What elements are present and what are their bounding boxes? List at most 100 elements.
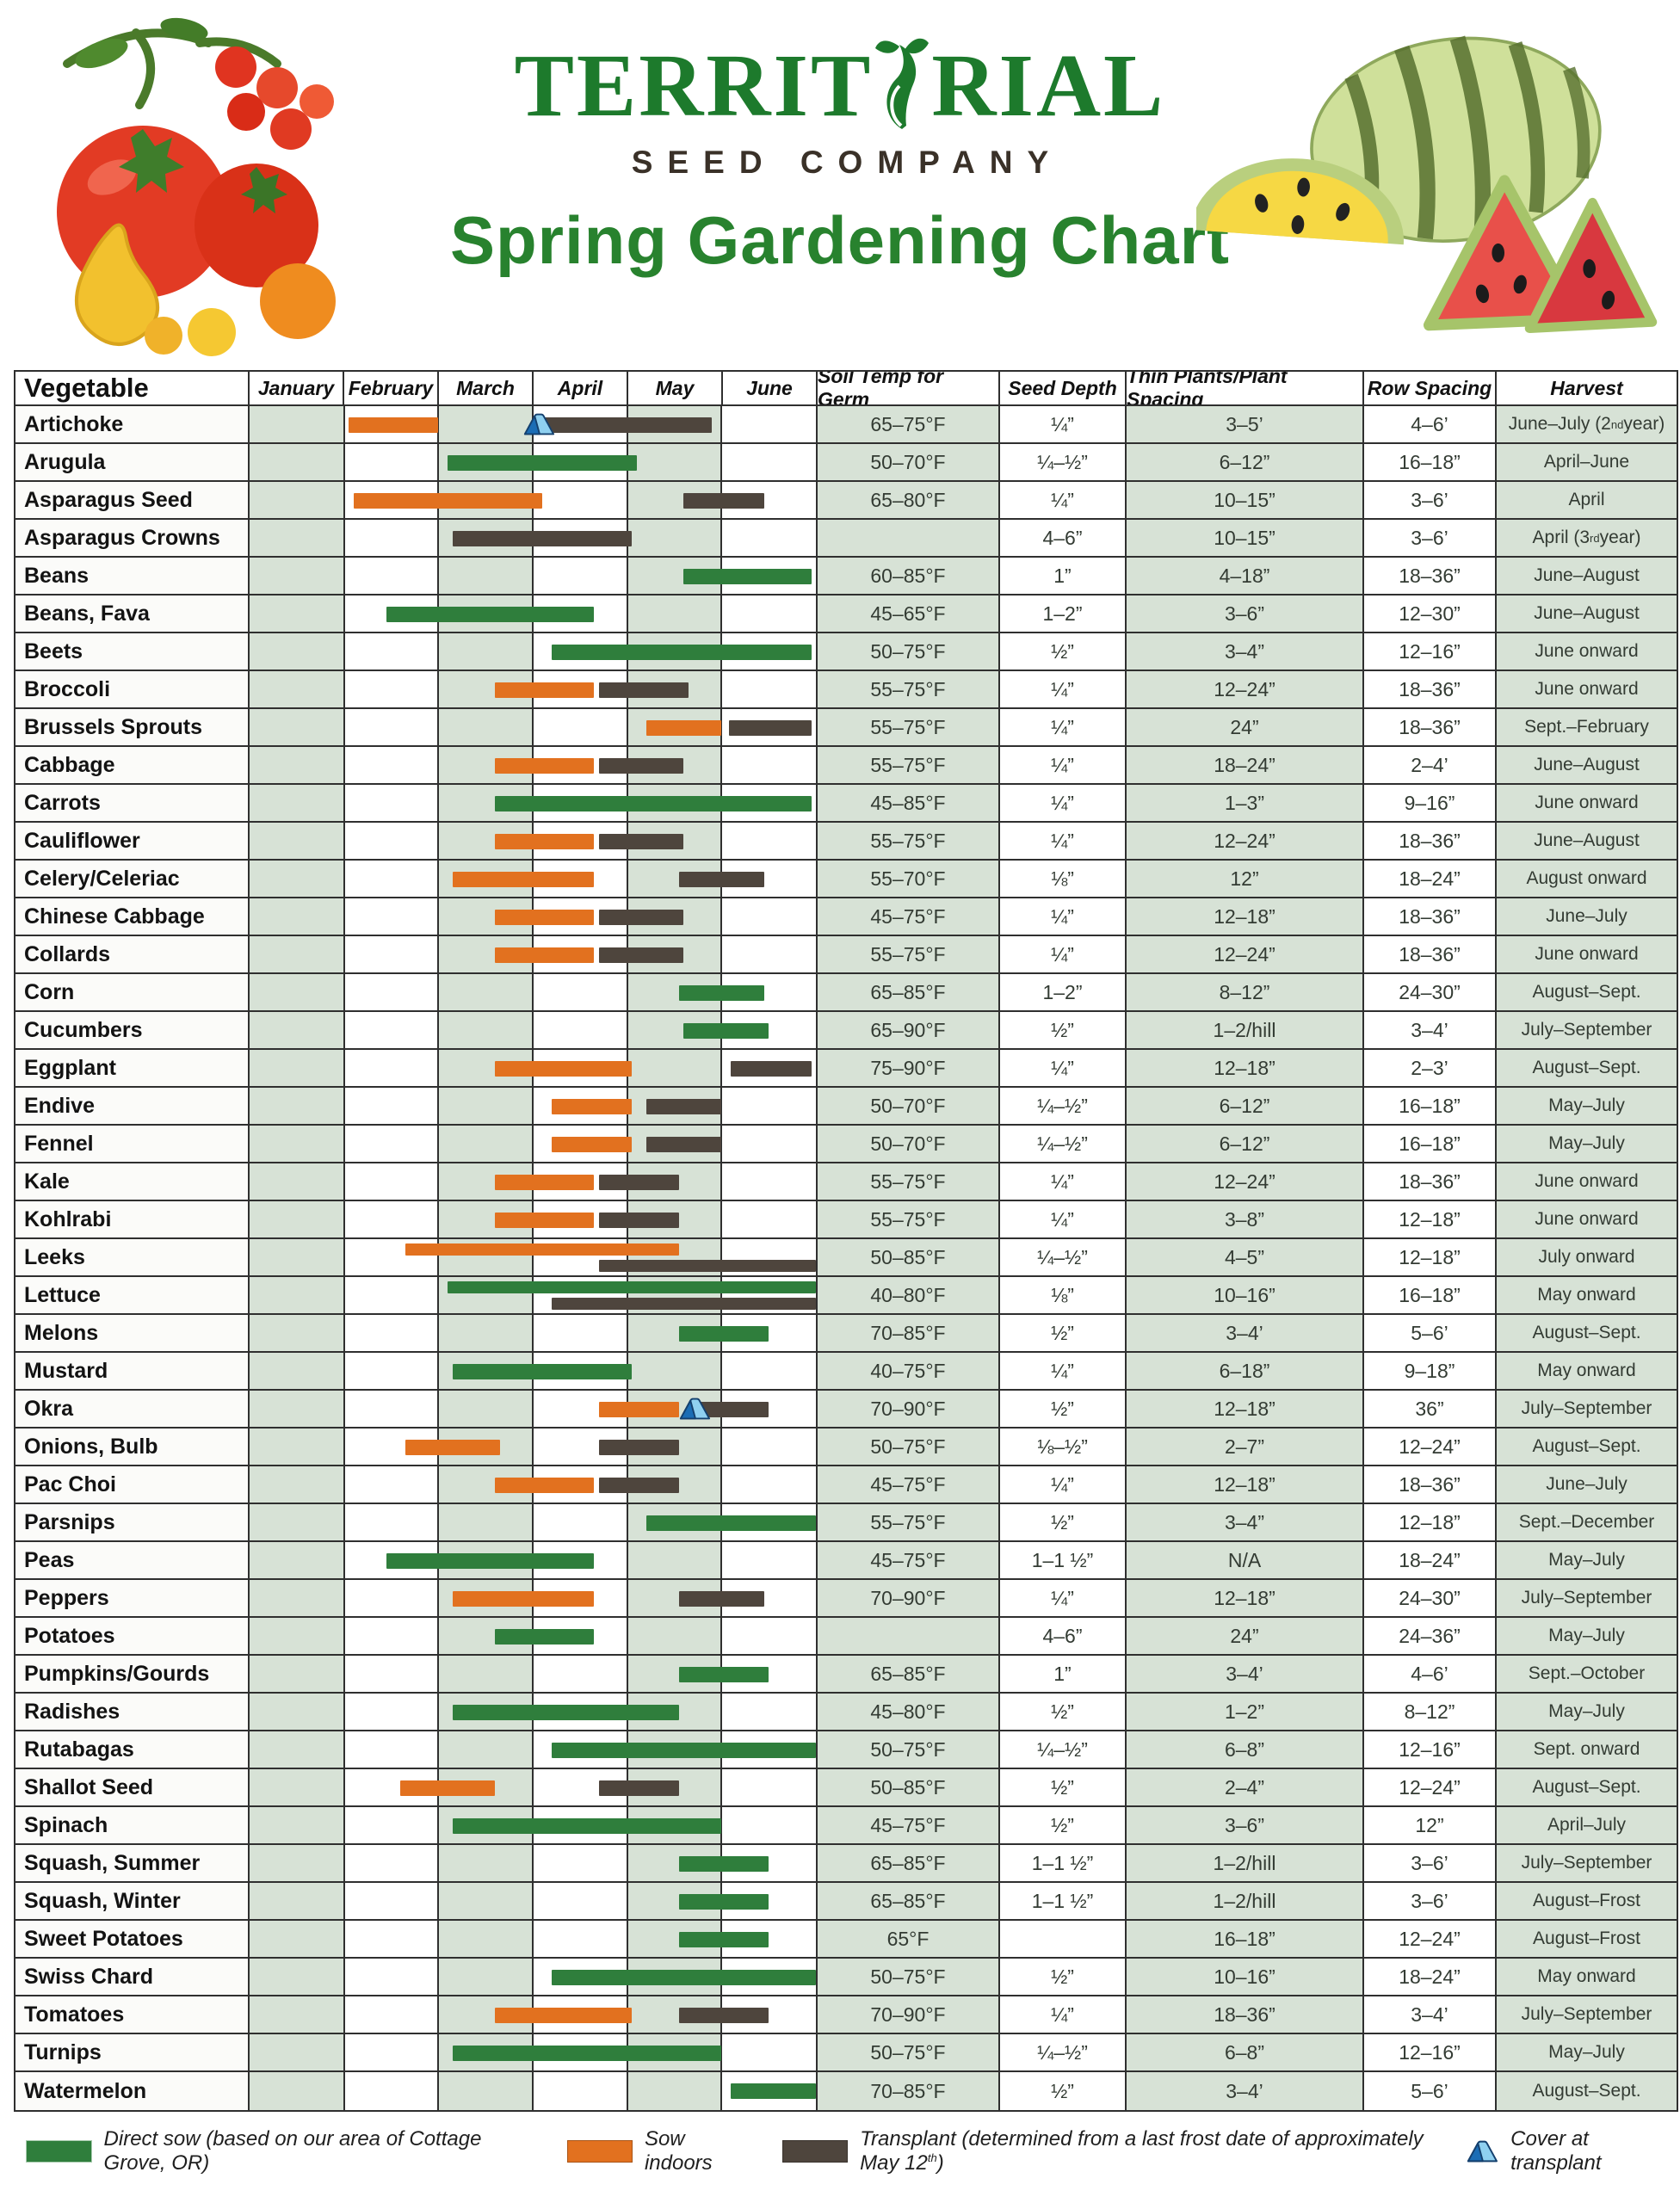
soil-temp-cell: 50–75°F bbox=[818, 633, 1000, 671]
soil-temp-cell: 65–85°F bbox=[818, 1845, 1000, 1883]
sow-indoors-bar bbox=[400, 1780, 496, 1796]
harvest-cell: July–September bbox=[1497, 1580, 1677, 1618]
month-gridline bbox=[343, 1163, 345, 1200]
harvest-cell: Sept.–October bbox=[1497, 1656, 1677, 1694]
seed-depth-cell: ½” bbox=[1000, 1769, 1127, 1807]
month-gridline bbox=[343, 861, 345, 897]
soil-temp-cell: 55–75°F bbox=[818, 1504, 1000, 1542]
legend-label: Transplant (determined from a last frost… bbox=[860, 2127, 1424, 2175]
seed-depth-cell: ¼–½” bbox=[1000, 2034, 1127, 2072]
transplant-bar bbox=[678, 2008, 769, 2023]
harvest-cell: Sept.–February bbox=[1497, 709, 1677, 747]
month-gridline bbox=[626, 1315, 628, 1351]
table-row: Carrots 45–85°F ¼” 1–3” 9–16” June onward bbox=[15, 785, 1677, 823]
soil-temp-cell: 70–85°F bbox=[818, 1315, 1000, 1353]
sow-indoors-bar bbox=[551, 1099, 633, 1114]
direct-sow-bar bbox=[452, 1705, 679, 1720]
thin-plants-cell: 8–12” bbox=[1127, 974, 1364, 1012]
thin-plants-cell: 6–12” bbox=[1127, 1088, 1364, 1126]
transplant-bar bbox=[598, 1440, 679, 1455]
row-spacing-cell: 5–6’ bbox=[1364, 1315, 1497, 1353]
vegetable-name: Pumpkins/Gourds bbox=[15, 1656, 250, 1694]
timeline-cell bbox=[250, 1921, 818, 1959]
month-gridline bbox=[720, 520, 723, 556]
row-spacing-cell: 12–18” bbox=[1364, 1239, 1497, 1277]
vegetable-name: Fennel bbox=[15, 1126, 250, 1163]
month-gridline bbox=[626, 558, 628, 594]
brand-text-left: TERRIT bbox=[514, 36, 874, 135]
month-gridline bbox=[343, 1694, 345, 1730]
thin-plants-cell: 3–4” bbox=[1127, 1504, 1364, 1542]
sow-indoors-bar bbox=[495, 910, 595, 925]
row-spacing-cell: 3–6’ bbox=[1364, 1845, 1497, 1883]
transplant-bar bbox=[678, 1591, 764, 1607]
month-gridline bbox=[626, 1656, 628, 1692]
direct-sow-bar bbox=[678, 1326, 769, 1342]
seed-depth-cell: ¼” bbox=[1000, 747, 1127, 785]
direct-sow-bar bbox=[645, 1515, 816, 1531]
timeline-cell bbox=[250, 406, 818, 444]
harvest-cell: June–August bbox=[1497, 823, 1677, 861]
vegetable-name: Pac Choi bbox=[15, 1466, 250, 1504]
vegetable-name: Arugula bbox=[15, 444, 250, 482]
month-gridline bbox=[437, 747, 440, 783]
vegetable-name: Melons bbox=[15, 1315, 250, 1353]
seed-depth-cell: ½” bbox=[1000, 1807, 1127, 1845]
month-gridline bbox=[343, 1996, 345, 2033]
sow-indoors-bar bbox=[405, 1440, 500, 1455]
month-gridline bbox=[720, 1201, 723, 1237]
timeline-cell bbox=[250, 1429, 818, 1466]
month-gridline bbox=[437, 1656, 440, 1692]
soil-temp-cell: 50–75°F bbox=[818, 1959, 1000, 1996]
soil-temp-cell: 50–70°F bbox=[818, 444, 1000, 482]
legend-item-cover-at-transplant: Cover at transplant bbox=[1466, 2127, 1661, 2175]
seed-depth-cell: ¼” bbox=[1000, 709, 1127, 747]
month-gridline bbox=[720, 595, 723, 632]
direct-sow-bar bbox=[551, 1743, 816, 1758]
thin-plants-cell: 12–18” bbox=[1127, 1050, 1364, 1088]
month-gridline bbox=[343, 633, 345, 670]
month-gridline bbox=[437, 785, 440, 821]
row-spacing-cell: 12–24” bbox=[1364, 1769, 1497, 1807]
month-gridline bbox=[343, 785, 345, 821]
transplant-bar bbox=[598, 682, 689, 698]
row-spacing-cell: 9–16” bbox=[1364, 785, 1497, 823]
thin-plants-cell: 6–12” bbox=[1127, 1126, 1364, 1163]
vegetable-name: Asparagus Crowns bbox=[15, 520, 250, 558]
month-gridline bbox=[343, 406, 345, 442]
harvest-cell: May onward bbox=[1497, 1277, 1677, 1315]
harvest-cell: June onward bbox=[1497, 936, 1677, 974]
month-gridline bbox=[437, 2072, 440, 2110]
sow-indoors-bar bbox=[645, 720, 722, 736]
timeline-cell bbox=[250, 1694, 818, 1731]
timeline-cell bbox=[250, 1769, 818, 1807]
row-spacing-cell: 3–6’ bbox=[1364, 482, 1497, 520]
timeline-cell bbox=[250, 1012, 818, 1050]
soil-temp-cell: 70–90°F bbox=[818, 1996, 1000, 2034]
tent-icon bbox=[679, 1398, 710, 1420]
month-gridline bbox=[532, 1769, 534, 1805]
vegetable-name: Tomatoes bbox=[15, 1996, 250, 2034]
transplant-bar bbox=[452, 531, 633, 546]
vegetable-name: Endive bbox=[15, 1088, 250, 1126]
sow-indoors-bar bbox=[495, 947, 595, 963]
vegetable-name: Onions, Bulb bbox=[15, 1429, 250, 1466]
month-gridline bbox=[626, 1580, 628, 1616]
month-gridline bbox=[343, 1959, 345, 1995]
harvest-cell: August–Sept. bbox=[1497, 1050, 1677, 1088]
month-gridline bbox=[720, 1126, 723, 1162]
timeline-cell bbox=[250, 1201, 818, 1239]
table-row: Pumpkins/Gourds 65–85°F 1” 3–4’ 4–6’ Sept.–Oc… bbox=[15, 1656, 1677, 1694]
tent-icon-wrap bbox=[522, 406, 555, 435]
transplant-swatch bbox=[781, 2140, 849, 2163]
vegetable-name: Eggplant bbox=[15, 1050, 250, 1088]
row-spacing-cell: 18–24” bbox=[1364, 1542, 1497, 1580]
vegetable-name: Rutabagas bbox=[15, 1731, 250, 1769]
month-gridline bbox=[532, 709, 534, 745]
seed-depth-cell: ¼” bbox=[1000, 1580, 1127, 1618]
harvest-cell: July–September bbox=[1497, 1391, 1677, 1429]
timeline-cell bbox=[250, 595, 818, 633]
vegetable-name: Radishes bbox=[15, 1694, 250, 1731]
vegetable-name: Okra bbox=[15, 1391, 250, 1429]
row-spacing-cell: 3–4’ bbox=[1364, 1996, 1497, 2034]
